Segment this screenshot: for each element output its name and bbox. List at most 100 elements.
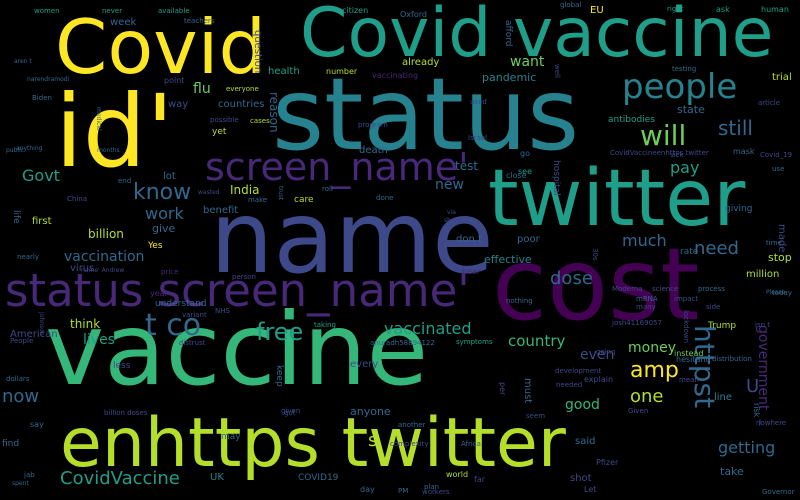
- cloud-word-giving: giving: [725, 204, 753, 214]
- cloud-word-way: way: [168, 99, 189, 110]
- cloud-word-ask: ask: [716, 5, 730, 14]
- cloud-word-uk: UK: [210, 472, 224, 483]
- cloud-word-benefit: benefit: [203, 205, 239, 216]
- cloud-word-screen-name: screen_name': [205, 145, 469, 189]
- cloud-word-hesitant: hesitant: [676, 355, 709, 364]
- cloud-word-wasted: wasted: [198, 189, 220, 196]
- cloud-word-women: women: [34, 7, 60, 15]
- cloud-word-dollars: dollars: [6, 375, 30, 383]
- cloud-word-shows: shows: [444, 217, 463, 224]
- cloud-word-science: science: [652, 285, 679, 293]
- cloud-word-year: year: [150, 289, 168, 298]
- cloud-word-used: used: [470, 98, 487, 106]
- cloud-word-vaccinating: vaccinating: [372, 71, 419, 80]
- cloud-word-spent: spent: [12, 480, 29, 487]
- cloud-word-covidvaccineenhttps-twitter: CovidVaccineenhttps twitter: [610, 149, 709, 157]
- cloud-word-new: new: [435, 177, 464, 193]
- cloud-word-global: global: [560, 1, 582, 9]
- cloud-word-point: point: [164, 76, 185, 85]
- cloud-word-day: day: [360, 485, 375, 494]
- cloud-word-already: already: [402, 57, 440, 68]
- cloud-word-symptoms: symptoms: [456, 338, 493, 346]
- cloud-word-right: right: [667, 5, 684, 13]
- cloud-word-let: Let: [584, 485, 597, 494]
- cloud-word-yes: Yes: [148, 241, 163, 251]
- cloud-word-vaccine: vaccine: [45, 291, 429, 408]
- cloud-word-reason: reason: [267, 92, 281, 133]
- cloud-word-pm: PM: [398, 487, 409, 495]
- cloud-word-shot: shot: [570, 473, 592, 484]
- cloud-word-biden: Biden: [32, 94, 52, 102]
- cloud-word-india: India: [230, 183, 260, 197]
- cloud-word-much: much: [622, 231, 667, 250]
- cloud-word-first: first: [32, 216, 52, 227]
- cloud-word-think: think: [70, 317, 101, 331]
- cloud-word-covid19: COVID19: [298, 473, 339, 483]
- cloud-word-week: week: [110, 17, 137, 28]
- cloud-word-possible: possible: [210, 116, 239, 124]
- cloud-word-s: s: [368, 430, 378, 451]
- cloud-word-far: far: [474, 475, 486, 484]
- cloud-word-needed: needed: [556, 381, 583, 389]
- cloud-word-program: program: [358, 121, 388, 129]
- cloud-word-africa: Africa: [461, 440, 481, 448]
- cloud-word-israel: Israel: [468, 134, 488, 142]
- cloud-word-antibodies: antibodies: [608, 115, 655, 125]
- cloud-word-covid-19: Covid_19: [760, 151, 793, 159]
- cloud-word-countries: countries: [218, 99, 265, 110]
- cloud-word-development: development: [555, 367, 602, 375]
- cloud-word-months: months: [97, 147, 120, 154]
- cloud-word-find: find: [2, 439, 20, 449]
- cloud-word-josh41169057: josh41169057: [612, 319, 662, 327]
- cloud-word-rate: rate: [680, 247, 699, 257]
- cloud-word-death: death: [359, 145, 388, 156]
- cloud-word-number: number: [326, 67, 358, 76]
- cloud-word-work: work: [145, 204, 184, 223]
- cloud-word-flu: flu: [193, 81, 211, 97]
- cloud-word-id: id': [55, 73, 174, 190]
- cloud-word-roll: roll: [322, 185, 333, 193]
- cloud-word-status: status: [272, 56, 580, 173]
- cloud-word-medical: medical: [95, 107, 102, 131]
- cloud-word-will: will: [640, 119, 687, 152]
- cloud-word-many: many: [636, 303, 656, 311]
- cloud-word-public: public: [6, 147, 25, 154]
- cloud-word-close: close: [506, 171, 527, 180]
- cloud-word-nothing: nothing: [506, 297, 533, 305]
- cloud-word-risk: risk: [752, 403, 761, 418]
- cloud-word-poor: poor: [517, 234, 540, 245]
- cloud-word-afford: afford: [503, 20, 513, 47]
- cloud-word-anything: anything: [16, 145, 43, 152]
- cloud-word-amp: amp: [630, 358, 679, 383]
- cloud-word-article: article: [758, 99, 780, 107]
- cloud-word-country: country: [508, 332, 566, 350]
- cloud-word-care: care: [294, 195, 314, 205]
- cloud-word-said: said: [575, 436, 596, 447]
- cloud-word-getting: getting: [718, 438, 776, 457]
- cloud-word-going: going: [596, 348, 616, 356]
- cloud-word-mask: mask: [733, 147, 755, 156]
- cloud-word-know: know: [133, 180, 192, 205]
- cloud-word-person: person: [232, 273, 256, 281]
- cloud-word-billion-doses: billion doses: [104, 409, 148, 417]
- cloud-word-impact: impact: [674, 295, 699, 303]
- cloud-word-given: given: [281, 407, 301, 415]
- cloud-word-money: money: [628, 340, 676, 356]
- cloud-word-stop: stop: [768, 251, 792, 264]
- cloud-word-narendramodi: narendramodi: [27, 76, 70, 83]
- cloud-word-end: end: [118, 177, 132, 185]
- cloud-word-nowhere: nowhere: [756, 419, 787, 427]
- cloud-word-never: never: [102, 7, 123, 15]
- cloud-word-instead: instead: [674, 349, 704, 358]
- cloud-word-don-t: don t: [456, 234, 482, 245]
- cloud-word-line: line: [714, 392, 733, 403]
- cloud-word-need: need: [694, 238, 739, 259]
- cloud-word-got: got: [284, 409, 296, 417]
- cloud-word-mrna: mRNA: [636, 295, 658, 303]
- cloud-word-governor: Governor: [762, 488, 795, 496]
- cloud-word-yet: yet: [212, 127, 227, 137]
- cloud-word-may: may: [221, 432, 241, 442]
- cloud-word-nhs: NHS: [215, 307, 230, 315]
- cloud-word-30s: 30s: [591, 248, 599, 261]
- cloud-word-available: available: [158, 7, 190, 15]
